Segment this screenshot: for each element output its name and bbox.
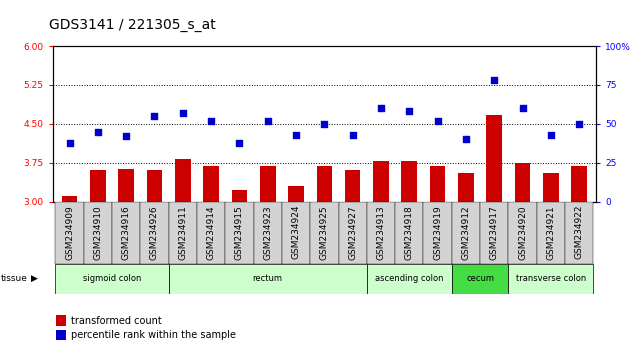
Bar [310,202,338,264]
Bar [231,190,247,202]
Text: rectum: rectum [253,274,283,283]
Bar [317,166,332,202]
Text: GSM234911: GSM234911 [178,205,187,259]
Point [291,132,301,138]
Bar [565,202,594,264]
Bar [119,169,134,202]
Text: percentile rank within the sample: percentile rank within the sample [71,330,236,340]
Bar [458,173,474,202]
Text: GSM234913: GSM234913 [376,205,385,259]
Bar [175,159,190,202]
Point [517,105,528,111]
Text: GSM234922: GSM234922 [574,205,584,259]
Bar [452,264,508,294]
Bar [515,163,530,202]
Bar [543,173,558,202]
Point [235,140,245,145]
Bar [169,202,197,264]
Bar [282,202,310,264]
Text: GSM234910: GSM234910 [94,205,103,259]
Bar [345,170,360,202]
Text: tissue: tissue [1,274,28,283]
Point [64,140,75,145]
Text: GSM234912: GSM234912 [462,205,470,259]
Point [149,113,160,119]
Text: ▶: ▶ [31,274,38,283]
Bar [147,170,162,202]
Text: GSM234909: GSM234909 [65,205,74,259]
Bar [452,202,480,264]
Point [93,129,103,135]
Text: transformed count: transformed count [71,315,162,326]
Bar [395,202,424,264]
Bar [112,202,140,264]
Text: sigmoid colon: sigmoid colon [83,274,141,283]
Bar [480,202,508,264]
Point [489,78,499,83]
Text: GSM234920: GSM234920 [518,205,527,259]
Text: GSM234919: GSM234919 [433,205,442,259]
Text: GSM234924: GSM234924 [292,205,301,259]
Bar [288,186,304,202]
Bar [84,202,112,264]
Text: ascending colon: ascending colon [375,274,444,283]
Bar [487,115,502,202]
Bar [197,202,225,264]
Bar [508,202,537,264]
Text: GSM234926: GSM234926 [150,205,159,259]
Bar [260,166,276,202]
Text: GSM234918: GSM234918 [404,205,414,259]
Point [178,110,188,116]
Bar [169,264,367,294]
Point [121,133,131,139]
Text: GDS3141 / 221305_s_at: GDS3141 / 221305_s_at [49,18,216,32]
Text: GSM234921: GSM234921 [546,205,555,259]
Point [461,137,471,142]
Point [319,121,329,127]
Point [206,118,216,124]
Bar [225,202,254,264]
Bar [203,166,219,202]
Bar [338,202,367,264]
Point [545,132,556,138]
Text: GSM234914: GSM234914 [206,205,215,259]
Text: GSM234923: GSM234923 [263,205,272,259]
Bar [401,161,417,202]
Point [347,132,358,138]
Text: transverse colon: transverse colon [516,274,586,283]
Point [404,109,414,114]
Bar [55,264,169,294]
Bar [367,202,395,264]
Bar [430,166,445,202]
Point [433,118,443,124]
Bar [90,170,106,202]
Bar [55,202,84,264]
Text: GSM234915: GSM234915 [235,205,244,259]
Text: GSM234925: GSM234925 [320,205,329,259]
Text: GSM234916: GSM234916 [122,205,131,259]
Bar [254,202,282,264]
Text: GSM234927: GSM234927 [348,205,357,259]
Point [574,121,585,127]
Bar [367,264,452,294]
Bar [537,202,565,264]
Bar [424,202,452,264]
Bar [571,166,587,202]
Text: GSM234917: GSM234917 [490,205,499,259]
Bar [62,195,78,202]
Point [263,118,273,124]
Bar [373,161,388,202]
Bar [508,264,594,294]
Point [376,105,386,111]
Text: cecum: cecum [466,274,494,283]
Bar [140,202,169,264]
